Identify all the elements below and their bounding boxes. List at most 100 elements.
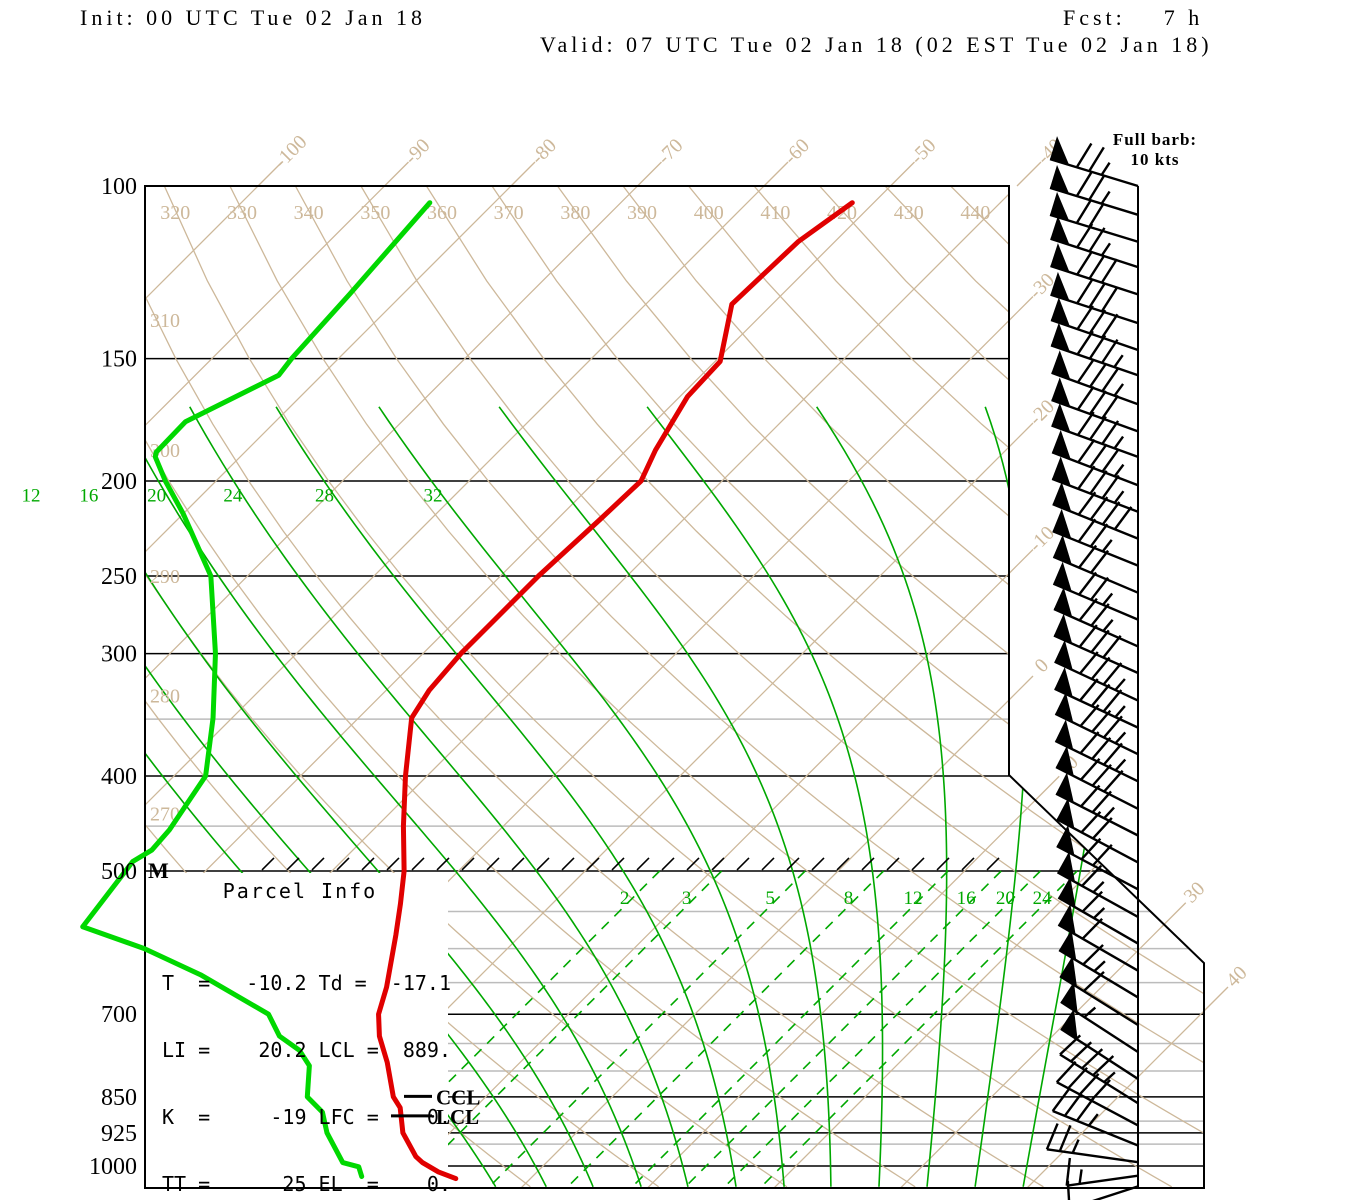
isotherm-label-stub bbox=[510, 161, 536, 187]
wind-barb bbox=[1051, 1087, 1139, 1147]
hatch-tick-500mb bbox=[711, 857, 725, 871]
hatch-tick-500mb bbox=[586, 857, 600, 871]
pressure-tick-label: 925 bbox=[101, 1121, 137, 1147]
hatch-tick-500mb bbox=[536, 857, 550, 871]
dry-adiabat-line bbox=[145, 186, 916, 1188]
hatch-tick-500mb bbox=[511, 857, 525, 871]
wind-barb bbox=[1050, 215, 1139, 269]
parcel-line: T = -10.2 Td = -17.1 bbox=[162, 970, 451, 995]
dry-adiabat-label: 390 bbox=[627, 202, 657, 224]
isotherm-label: 30 bbox=[1180, 878, 1210, 908]
dry-adiabat-label: 410 bbox=[760, 202, 790, 224]
isotherm-label-stub bbox=[1203, 986, 1229, 1012]
hatch-tick-500mb bbox=[736, 857, 750, 871]
hatch-tick-500mb bbox=[311, 857, 325, 871]
wind-barb bbox=[1060, 1008, 1139, 1080]
isotherm-label: -70 bbox=[653, 135, 687, 169]
wind-barb bbox=[1065, 1157, 1139, 1187]
moist-adiabat-line bbox=[275, 406, 737, 1187]
wind-barb bbox=[1051, 350, 1139, 406]
isotherm-label-stub bbox=[763, 161, 789, 187]
wind-barb bbox=[1049, 191, 1139, 243]
wind-barb bbox=[1066, 1180, 1139, 1200]
plot-border bbox=[144, 185, 1205, 1189]
isotherm-label: -10 bbox=[1025, 522, 1059, 556]
hatch-tick-500mb bbox=[461, 857, 475, 871]
mixing-ratio-line bbox=[759, 870, 1078, 1188]
dry-adiabat-label: 430 bbox=[894, 202, 924, 224]
wind-barb bbox=[1056, 824, 1139, 891]
dry-adiabat-label: 340 bbox=[294, 202, 324, 224]
mixing-ratio-line bbox=[342, 870, 661, 1188]
wind-barb bbox=[1051, 456, 1139, 513]
isotherm-label-stub bbox=[637, 161, 662, 187]
wind-barb bbox=[1051, 377, 1139, 433]
dry-adiabat-label: 360 bbox=[427, 202, 457, 224]
moist-adiabat-label: 16 bbox=[79, 486, 98, 507]
lcl-label: LCL bbox=[436, 1105, 479, 1129]
hatch-tick-500mb bbox=[936, 857, 950, 871]
dry-adiabat-label: 350 bbox=[360, 202, 390, 224]
pressure-tick-label: 850 bbox=[101, 1085, 137, 1111]
isotherm-line bbox=[145, 186, 598, 1188]
mixing-ratio-line bbox=[683, 870, 1002, 1188]
pressure-tick-label: 1000 bbox=[89, 1154, 137, 1180]
parcel-info-block: T = -10.2 Td = -17.1 LI = 20.2 LCL = 889… bbox=[162, 927, 451, 1200]
wind-barb bbox=[1049, 164, 1139, 216]
hatch-tick-500mb bbox=[836, 857, 850, 871]
wind-barb-legend-line2: 10 kts bbox=[1130, 150, 1180, 169]
isotherm-label-stub bbox=[384, 161, 409, 187]
wind-barb bbox=[1051, 429, 1139, 487]
isotherm-line bbox=[1019, 186, 1204, 1188]
parcel-line: K = -19 LFC = 0. bbox=[162, 1104, 451, 1129]
parcel-line: TT = 25 EL = 0. bbox=[162, 1171, 451, 1196]
moist-adiabat-line bbox=[189, 406, 689, 1187]
hatch-tick-500mb bbox=[336, 857, 350, 871]
isotherm-line bbox=[145, 186, 851, 1188]
hatch-tick-500mb bbox=[561, 857, 575, 871]
hatch-tick-500mb bbox=[811, 857, 825, 871]
dry-adiabat-line bbox=[950, 186, 1204, 1188]
parcel-line: LI = 20.2 LCL = 889. bbox=[162, 1037, 451, 1062]
isotherm-label-stub bbox=[1034, 775, 1060, 801]
dry-adiabat-label: 310 bbox=[150, 310, 180, 332]
hatch-tick-500mb bbox=[661, 857, 675, 871]
pressure-tick-label: 700 bbox=[101, 1002, 137, 1028]
isotherm-line bbox=[145, 186, 977, 1188]
mixing-ratio-line bbox=[722, 870, 1041, 1188]
hatch-tick-500mb bbox=[261, 857, 275, 871]
moist-adiabat-label: 12 bbox=[22, 486, 41, 507]
pressure-tick-label: 400 bbox=[101, 764, 137, 790]
mixing-ratio-line bbox=[487, 870, 806, 1188]
isotherm-label-stub bbox=[1008, 675, 1034, 701]
hatch-tick-500mb bbox=[486, 857, 500, 871]
dry-adiabat-line bbox=[163, 186, 1173, 1188]
isotherm-line bbox=[387, 186, 1204, 1188]
hatch-tick-500mb bbox=[761, 857, 775, 871]
wind-barb bbox=[1054, 666, 1139, 729]
wind-barb bbox=[1055, 1060, 1139, 1127]
hatch-tick-500mb bbox=[386, 857, 400, 871]
isotherm-label: 0 bbox=[1030, 654, 1053, 677]
pressure-tick-label: 200 bbox=[101, 469, 137, 495]
isotherm-label: -50 bbox=[906, 135, 940, 169]
moist-adiabat-line bbox=[816, 406, 948, 1187]
wind-barb bbox=[1057, 876, 1139, 945]
isotherm-label-stub bbox=[1161, 902, 1187, 928]
dry-adiabat-line bbox=[491, 186, 1204, 1188]
dry-adiabat-label: 280 bbox=[150, 685, 180, 707]
mixing-ratio-label: 20 bbox=[996, 888, 1015, 909]
wind-barb-legend: Full barb: 10 kts bbox=[1085, 130, 1225, 170]
isotherm-line bbox=[145, 186, 471, 1188]
mixing-ratio-label: 3 bbox=[682, 888, 692, 909]
wind-barb bbox=[1059, 1034, 1139, 1105]
moist-adiabat-label: 28 bbox=[315, 486, 334, 507]
dewpoint-curve bbox=[80, 200, 433, 1180]
isotherm-label: -90 bbox=[400, 135, 434, 169]
dry-adiabat-label: 370 bbox=[494, 202, 524, 224]
mixing-ratio-label: 8 bbox=[844, 888, 854, 909]
dry-adiabat-line bbox=[819, 186, 1204, 1188]
isotherm-label-stub bbox=[257, 161, 283, 187]
wind-barb bbox=[1054, 719, 1139, 783]
